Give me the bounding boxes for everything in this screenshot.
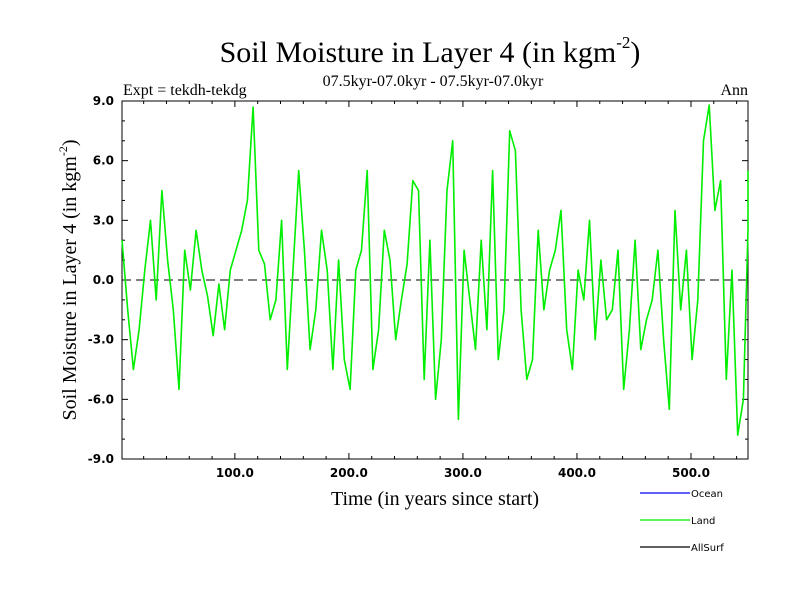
y-tick-label: 3.0 [93, 213, 114, 227]
x-tick-label: 500.0 [672, 466, 710, 480]
x-tick-label: 200.0 [330, 466, 368, 480]
axis-tick-labels: -9.0 -6.0 -3.0 0.0 3.0 6.0 9.0 100.0 200.0 300.0 4… [88, 94, 710, 480]
x-tick-label: 100.0 [216, 466, 254, 480]
y-tick-label: -9.0 [88, 452, 114, 466]
subtitle-right: Ann [720, 82, 748, 99]
series-line-land [121, 104, 749, 436]
axis-ticks [122, 100, 748, 460]
chart-title: Soil Moisture in Layer 4 (in kgm-2) [220, 33, 641, 69]
x-tick-label: 400.0 [558, 466, 596, 480]
y-tick-label: 6.0 [93, 154, 114, 168]
x-axis-label: Time (in years since start) [331, 488, 539, 510]
subtitle-center: 07.5kyr-07.0kyr - 07.5kyr-07.0kyr [323, 73, 544, 90]
y-tick-label: -3.0 [88, 333, 114, 347]
y-tick-label: -6.0 [88, 392, 114, 406]
x-tick-label: 300.0 [444, 466, 482, 480]
y-tick-label: 0.0 [93, 273, 114, 287]
subtitle-left: Expt = tekdh-tekdg [123, 82, 247, 99]
legend-label-ocean: Ocean [691, 489, 723, 500]
y-tick-label: 9.0 [93, 94, 114, 108]
y-axis-label: Soil Moisture in Layer 4 (in kgm-2) [56, 139, 81, 420]
legend: Ocean Land AllSurf [640, 489, 724, 554]
legend-label-land: Land [691, 516, 715, 527]
legend-label-allsurf: AllSurf [691, 543, 724, 554]
